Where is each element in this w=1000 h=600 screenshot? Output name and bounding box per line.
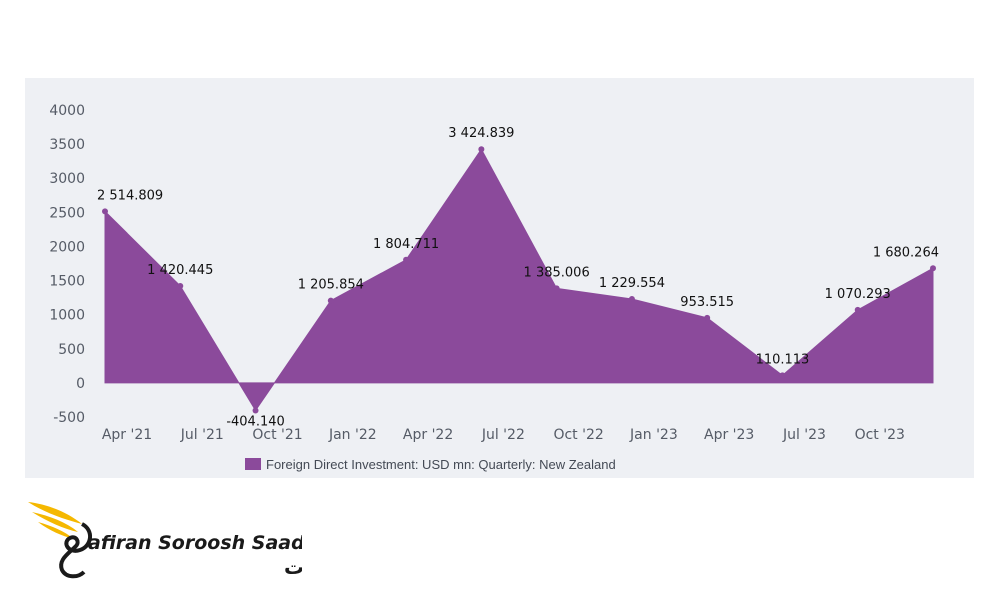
data-point[interactable] (553, 285, 560, 292)
y-tick-label: 2000 (49, 239, 85, 255)
data-label: 1 385.006 (524, 265, 590, 280)
logo-brand-en: afiran Soroosh Saadat (88, 532, 302, 554)
chart-panel: 4000 3500 3000 2500 2000 1500 1000 500 0 -500 Apr… (25, 78, 974, 478)
x-tick-label: Oct '22 (553, 427, 603, 443)
area-chart: 4000 3500 3000 2500 2000 1500 1000 500 0 -500 Apr… (49, 103, 939, 472)
data-point[interactable] (403, 256, 410, 263)
data-label: -404.140 (226, 414, 284, 429)
data-point[interactable] (854, 306, 861, 313)
legend-swatch (245, 458, 261, 470)
x-tick-label: Jul '22 (481, 427, 525, 443)
data-label: 1 205.854 (298, 278, 364, 293)
data-label: 110.113 (756, 352, 810, 367)
data-point[interactable] (930, 265, 936, 272)
y-tick-label: 1500 (49, 274, 85, 290)
data-point[interactable] (478, 146, 485, 153)
legend[interactable]: Foreign Direct Investment: USD mn: Quart… (245, 457, 616, 472)
data-point[interactable] (177, 282, 184, 289)
y-tick-label: 0 (76, 376, 85, 392)
data-point[interactable] (628, 296, 635, 303)
series-area (104, 148, 934, 412)
y-axis: 4000 3500 3000 2500 2000 1500 1000 500 0 -500 (49, 103, 85, 426)
y-tick-label: -500 (53, 410, 85, 426)
data-point[interactable] (252, 407, 259, 414)
y-tick-label: 2500 (49, 205, 85, 221)
logo: afiran Soroosh Saadat سفیران سروش سعادت (28, 502, 302, 579)
data-label: 1 680.264 (873, 245, 939, 260)
data-point[interactable] (102, 208, 108, 215)
logo-brand-fa: سفیران سروش سعادت (284, 555, 302, 579)
x-tick-label: Jul '23 (782, 427, 826, 443)
x-tick-label: Oct '23 (855, 427, 905, 443)
data-label: 3 424.839 (448, 126, 514, 141)
y-tick-label: 500 (58, 342, 85, 358)
x-tick-label: Apr '21 (102, 427, 152, 443)
data-label: 1 804.711 (373, 237, 439, 252)
data-label: 2 514.809 (97, 188, 163, 203)
y-tick-label: 1000 (49, 308, 85, 324)
x-tick-label: Apr '23 (704, 427, 754, 443)
data-label: 1 070.293 (825, 287, 891, 302)
data-labels: 2 514.809 1 420.445 -404.140 1 205.854 1 804… (97, 126, 939, 429)
x-axis: Apr '21 Jul '21 Oct '21 Jan '22 Apr '22 Jul '… (102, 427, 905, 443)
x-tick-label: Jan '22 (328, 427, 377, 443)
x-tick-label: Jan '23 (629, 427, 678, 443)
x-tick-label: Apr '22 (403, 427, 453, 443)
y-tick-label: 3500 (49, 137, 85, 153)
x-tick-label: Oct '21 (252, 427, 302, 443)
logo-wing-icon (28, 502, 92, 579)
y-tick-label: 3000 (49, 171, 85, 187)
data-point[interactable] (704, 314, 711, 321)
data-label: 1 229.554 (599, 276, 665, 291)
y-tick-label: 4000 (49, 103, 85, 119)
data-label: 953.515 (680, 295, 734, 310)
data-point[interactable] (779, 372, 786, 379)
series-points (102, 146, 936, 414)
x-tick-label: Jul '21 (180, 427, 224, 443)
data-label: 1 420.445 (147, 263, 213, 278)
data-point[interactable] (327, 297, 334, 304)
legend-label[interactable]: Foreign Direct Investment: USD mn: Quart… (266, 457, 616, 472)
